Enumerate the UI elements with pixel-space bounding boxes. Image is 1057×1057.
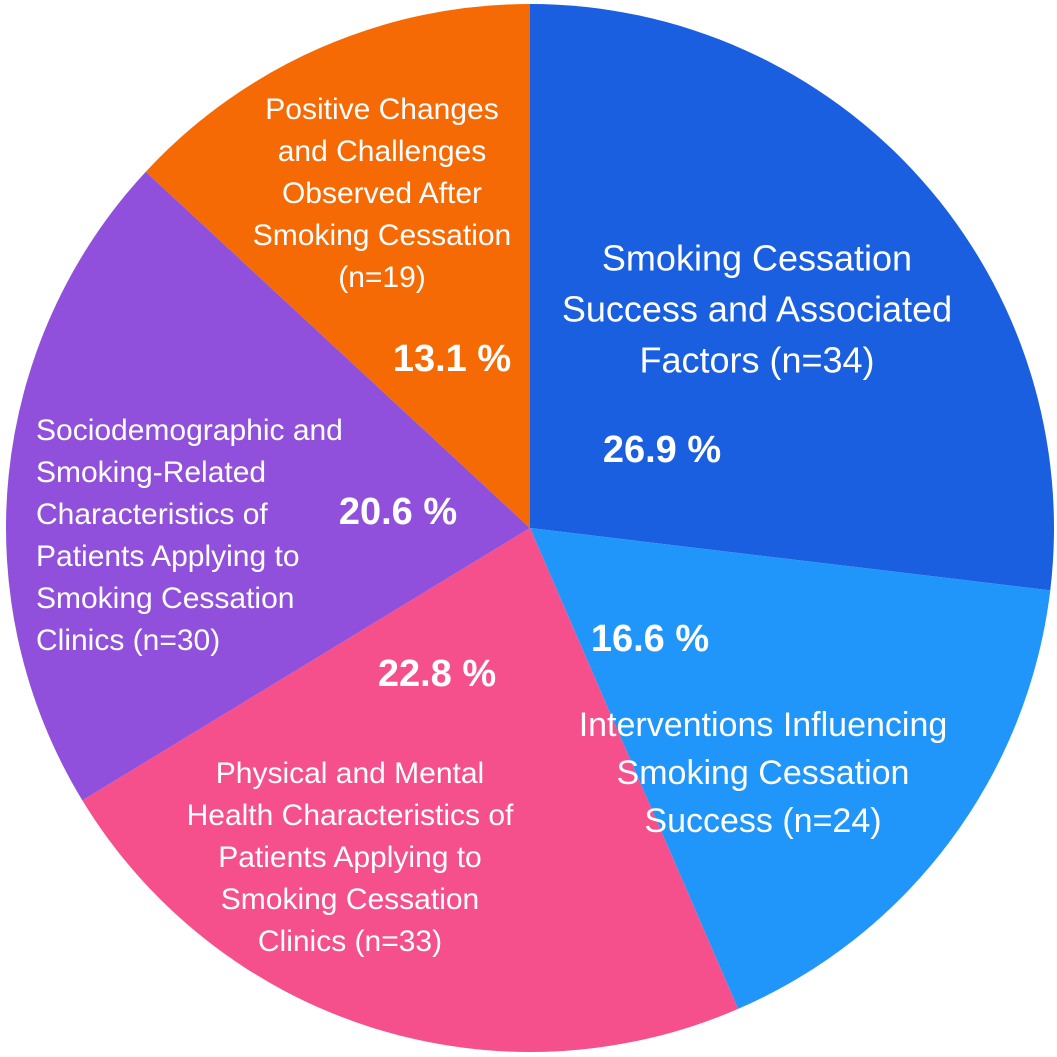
slice-category-label-line: Factors (n=34)	[639, 340, 874, 381]
slice-category-label-line: Smoking-Related	[36, 456, 266, 489]
slice-category-label-line: (n=19)	[338, 261, 426, 294]
slice-category-label-line: Characteristics of	[36, 498, 268, 531]
slice-category-label-line: Sociodemographic and	[36, 414, 343, 447]
slice-category-label-line: Observed After	[282, 177, 482, 210]
pie-slice	[530, 528, 1051, 1009]
slice-category-label-line: Success and Associated	[562, 289, 952, 330]
slice-category-label-line: Success (n=24)	[644, 802, 881, 840]
slice-category-label: Positive Changes and Challenges Observed A…	[253, 93, 511, 294]
slice-category-label-line: Physical and Mental	[216, 757, 484, 790]
slice-category-label-line: Smoking Cessation	[221, 883, 479, 916]
slice-value-label: 13.1 %	[393, 338, 511, 380]
slice-category-label-line: and Challenges	[278, 135, 487, 168]
slice-value-label: 20.6 %	[339, 491, 457, 533]
slice-category-label: Interventions Influencing Smoking Cessati…	[579, 706, 948, 840]
slice-value-label: 22.8 %	[378, 653, 496, 695]
pie-slice	[530, 4, 1055, 591]
slice-category-label-line: Smoking Cessation	[253, 219, 511, 252]
slice-category-label-line: Patients Applying to	[218, 841, 482, 874]
pie-slice	[6, 171, 531, 801]
slice-category-label-line: Patients Applying to	[36, 540, 300, 573]
slice-category-label-line: Smoking Cessation	[617, 754, 910, 792]
slice-value-label: 26.9 %	[603, 429, 721, 471]
slice-value-label: 16.6 %	[591, 618, 709, 660]
slice-category-label-line: Health Characteristics of	[187, 799, 514, 832]
slice-category-label-line: Interventions Influencing	[579, 706, 948, 744]
slice-category-label-line: Smoking Cessation	[36, 582, 294, 615]
slice-category-label: Smoking Cessation Success and Associated F…	[562, 238, 952, 381]
slice-category-label-line: Clinics (n=33)	[258, 925, 442, 958]
pie-labels: 26.9 % Smoking Cessation Success and Assoc…	[36, 93, 952, 958]
pie-slice	[82, 528, 739, 1052]
slice-category-label-line: Smoking Cessation	[602, 238, 912, 279]
pie-slice	[145, 4, 530, 528]
slice-category-label: Sociodemographic and Smoking-Related Chara…	[36, 414, 343, 657]
pie-slices	[6, 4, 1055, 1052]
slice-category-label: Physical and Mental Health Characteristic…	[187, 757, 514, 958]
slice-category-label-line: Clinics (n=30)	[36, 624, 220, 657]
slice-category-label-line: Positive Changes	[265, 93, 498, 126]
